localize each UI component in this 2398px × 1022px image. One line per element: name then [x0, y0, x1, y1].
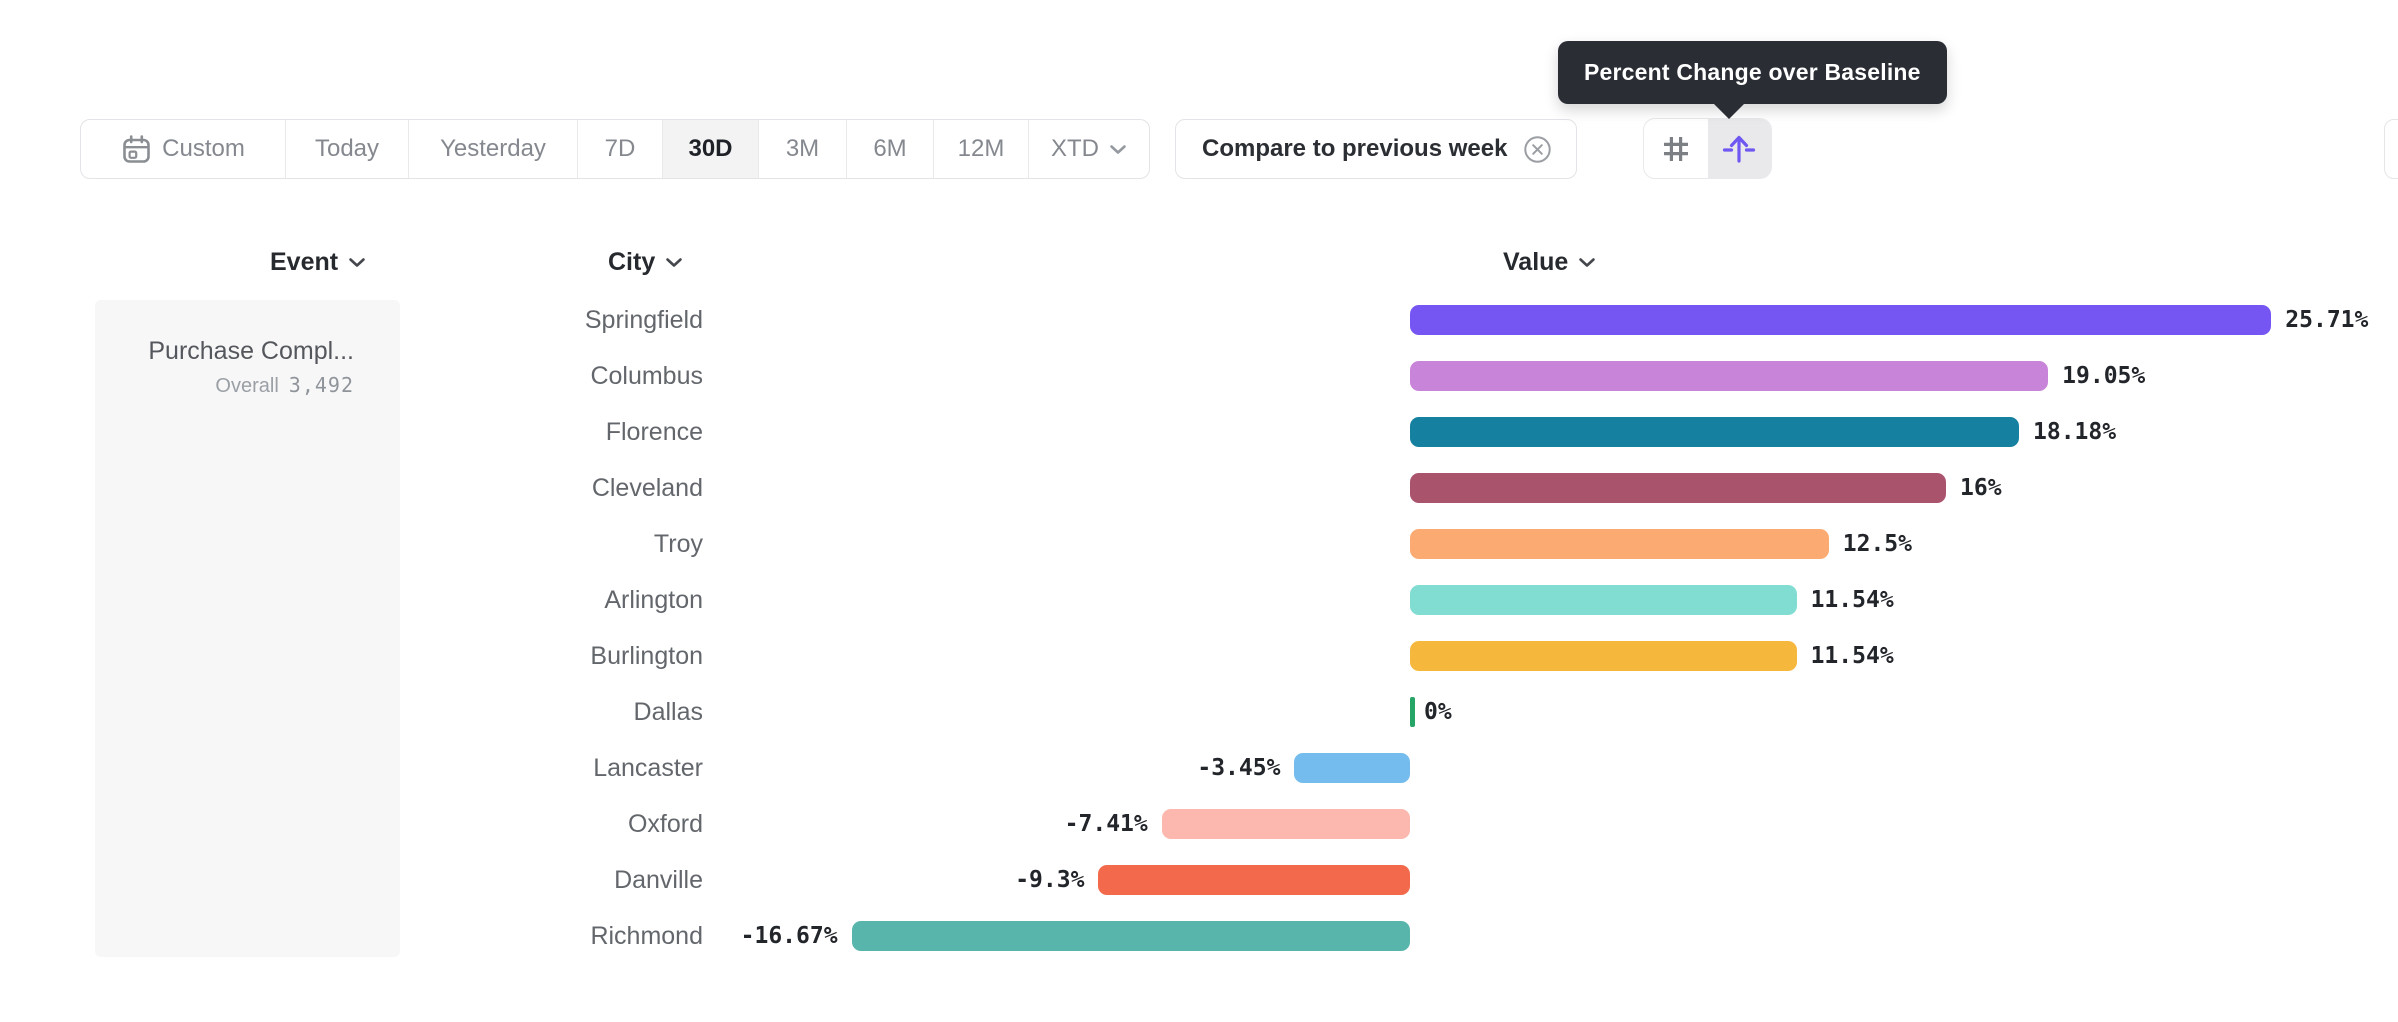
value-label: -3.45% — [1197, 755, 1281, 781]
percent-change-view-button[interactable] — [1707, 119, 1771, 178]
compare-to-previous-week-chip[interactable]: Compare to previous week — [1175, 119, 1578, 179]
compare-label: Compare to previous week — [1202, 135, 1508, 162]
city-label: Florence — [605, 417, 703, 446]
bar[interactable] — [1161, 809, 1410, 839]
chart-row: Columbus 19.05% — [0, 348, 2398, 404]
value-label: 0% — [1424, 699, 1452, 725]
bar-chart: Springfield 25.71% Columbus 19.05% Florence 1… — [0, 292, 2398, 964]
city-label: Dallas — [633, 697, 703, 726]
tooltip: Percent Change over Baseline — [1558, 41, 1947, 104]
chart-view-toggle-group — [1643, 118, 1772, 179]
date-range-7d[interactable]: 7D — [578, 120, 663, 178]
grid-icon — [1659, 132, 1693, 166]
date-range-picker: Custom Today Yesterday 7D 30D 3M 6M 12M … — [80, 119, 1150, 179]
percent-change-pivot-icon — [1721, 131, 1757, 167]
chart-row: Springfield 25.71% — [0, 292, 2398, 348]
value-label: 11.54% — [1810, 587, 1894, 613]
chart-row: Arlington 11.54% — [0, 572, 2398, 628]
value-label: 12.5% — [1842, 531, 1912, 557]
chart-row: Richmond -16.67% — [0, 908, 2398, 964]
bar[interactable] — [1410, 585, 1797, 615]
tooltip-arrow — [1712, 102, 1746, 119]
city-label: Arlington — [604, 585, 703, 614]
city-label: Columbus — [590, 361, 703, 390]
event-panel[interactable]: Purchase Compl... Overall 3,492 — [95, 300, 400, 957]
bar[interactable] — [851, 921, 1410, 951]
bar[interactable] — [1410, 361, 2049, 391]
chart-row: Oxford -7.41% — [0, 796, 2398, 852]
city-label: Oxford — [627, 809, 703, 838]
column-header-event[interactable]: Event — [270, 247, 366, 277]
value-label: 16% — [1960, 475, 2002, 501]
bar[interactable] — [1410, 473, 1946, 503]
date-range-12m[interactable]: 12M — [934, 120, 1029, 178]
value-label: -9.3% — [1015, 867, 1085, 893]
date-range-custom-label: Custom — [162, 135, 245, 162]
bar[interactable] — [1098, 865, 1410, 895]
chart-row: Dallas 0% — [0, 684, 2398, 740]
event-overall-row: Overall 3,492 — [95, 372, 354, 399]
event-name: Purchase Compl... — [148, 337, 354, 365]
bar[interactable] — [1410, 529, 1829, 559]
chevron-down-icon — [1578, 257, 1596, 268]
bar[interactable] — [1294, 753, 1410, 783]
value-label: -7.41% — [1064, 811, 1148, 837]
value-label: 25.71% — [2285, 307, 2369, 333]
chart-row: Burlington 11.54% — [0, 628, 2398, 684]
chevron-down-icon — [665, 257, 683, 268]
date-range-3m[interactable]: 3M — [759, 120, 847, 178]
clipped-edge-button[interactable] — [2384, 119, 2398, 179]
date-range-yesterday[interactable]: Yesterday — [409, 120, 578, 178]
bar[interactable] — [1410, 305, 2272, 335]
remove-icon[interactable] — [1521, 133, 1554, 166]
overall-value: 3,492 — [288, 373, 354, 397]
bar[interactable] — [1410, 641, 1797, 671]
chevron-down-icon — [1109, 144, 1127, 155]
city-label: Cleveland — [591, 473, 703, 502]
date-range-30d[interactable]: 30D — [663, 120, 759, 178]
date-range-6m[interactable]: 6M — [847, 120, 934, 178]
value-label: -16.67% — [740, 923, 838, 949]
city-label: Springfield — [584, 305, 703, 334]
bar-zero-tick[interactable] — [1410, 697, 1415, 727]
city-label: Lancaster — [593, 753, 703, 782]
chart-row: Troy 12.5% — [0, 516, 2398, 572]
city-label: Burlington — [590, 641, 703, 670]
chevron-down-icon — [348, 257, 366, 268]
date-range-today[interactable]: Today — [286, 120, 409, 178]
value-label: 18.18% — [2033, 419, 2117, 445]
column-header-value[interactable]: Value — [1503, 247, 1596, 277]
chart-row: Lancaster -3.45% — [0, 740, 2398, 796]
value-label: 11.54% — [1810, 643, 1894, 669]
tooltip-text: Percent Change over Baseline — [1584, 59, 1921, 85]
date-range-xtd[interactable]: XTD — [1029, 120, 1149, 178]
calendar-icon — [121, 134, 152, 165]
city-label: Danville — [614, 865, 703, 894]
chart-row: Florence 18.18% — [0, 404, 2398, 460]
column-header-city[interactable]: City — [608, 247, 683, 277]
chart-row: Cleveland 16% — [0, 460, 2398, 516]
bar[interactable] — [1410, 417, 2020, 447]
value-label: 19.05% — [2062, 363, 2146, 389]
overall-label: Overall — [215, 375, 279, 397]
date-range-custom[interactable]: Custom — [81, 120, 286, 178]
city-label: Troy — [653, 529, 703, 558]
city-label: Richmond — [590, 921, 703, 950]
chart-row: Danville -9.3% — [0, 852, 2398, 908]
grid-view-button[interactable] — [1644, 119, 1708, 178]
